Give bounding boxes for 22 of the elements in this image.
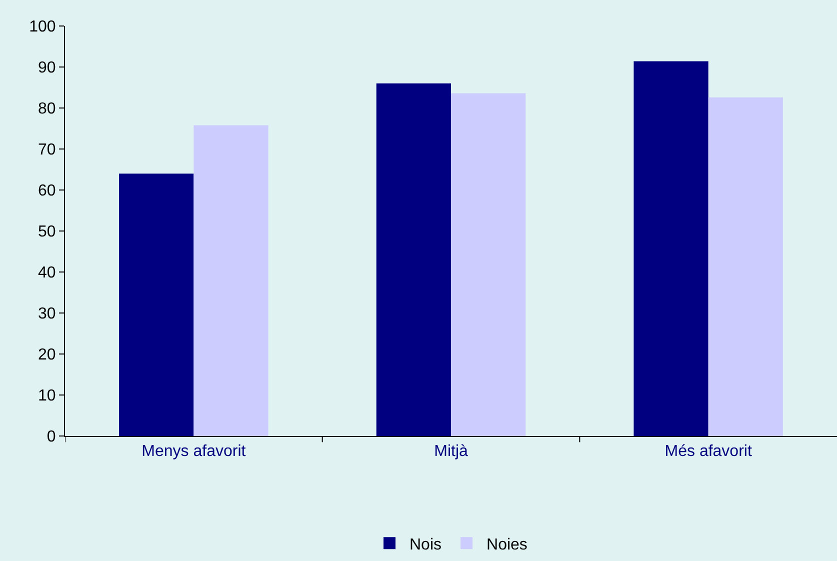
x-tick-label: Més afavorit — [664, 443, 752, 460]
y-tick-label: 90 — [38, 60, 56, 77]
bar — [634, 61, 708, 436]
y-tick-label: 50 — [38, 224, 56, 241]
y-tick-label: 40 — [38, 264, 56, 282]
bar — [708, 97, 783, 436]
bar — [376, 83, 451, 436]
legend-label: Noies — [486, 536, 528, 554]
y-tick-label: 60 — [38, 182, 56, 200]
y-tick-label: 10 — [38, 388, 56, 405]
legend-label: Nois — [410, 536, 442, 554]
y-tick-label: 100 — [29, 18, 56, 36]
y-tick-label: 20 — [38, 346, 56, 364]
y-tick-label: 70 — [38, 142, 56, 159]
x-tick-label: Menys afavorit — [142, 443, 246, 460]
bar — [451, 93, 526, 436]
y-tick-label: 30 — [38, 306, 56, 323]
y-tick-label: 0 — [46, 428, 56, 446]
bar — [119, 174, 194, 436]
x-tick-label: Mitjà — [434, 443, 468, 460]
y-tick-label: 80 — [38, 100, 56, 118]
bar — [194, 125, 268, 436]
